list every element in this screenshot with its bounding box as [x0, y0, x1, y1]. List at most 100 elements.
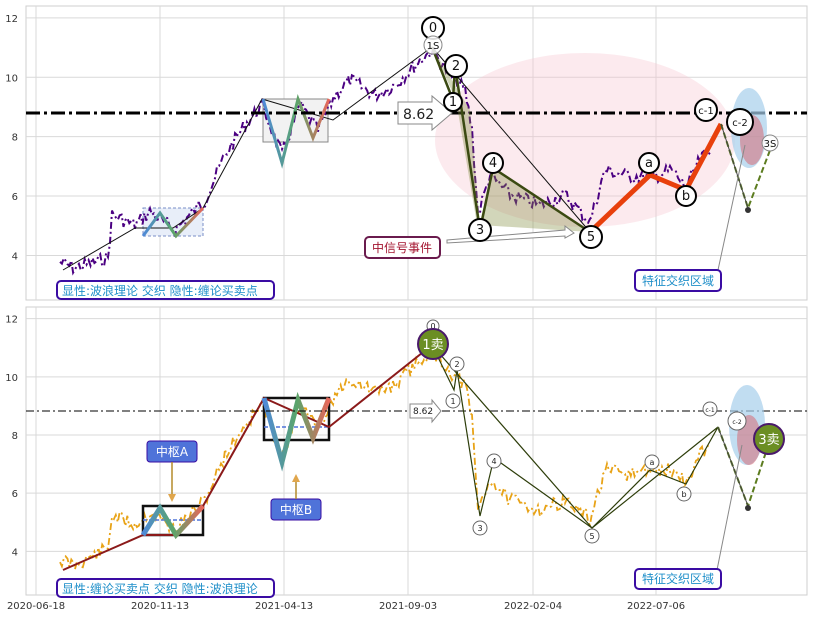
bottom-pivot-b-text: 中枢B [280, 502, 312, 517]
bottom-wave-label-b: b [676, 486, 692, 502]
bottom-level-arrow [409, 398, 442, 424]
top-level-arrow [397, 94, 453, 132]
bottom-wave-label-ring [472, 520, 488, 536]
top-wave-label-ring [638, 152, 660, 174]
bottom-sell-badge-3: 3卖 [753, 423, 785, 455]
top-zone-pointer [717, 144, 746, 271]
bottom-panel: 4 6 8 10 12 8.62 0 2 1 3 4 5 a b c-1 c-2 1卖 [5, 306, 808, 612]
top-wave-label-3: 3 [468, 218, 492, 242]
bottom-wave-label-5: 5 [584, 528, 600, 544]
bottom-zigzag-b [261, 391, 332, 472]
top-wave-label-ring [761, 134, 779, 152]
top-wave-labels: 0 1S 2 1 3 4 5 a b c-1 c-2 3S [421, 16, 779, 249]
bottom-zone-pointer [716, 444, 743, 571]
top-level-label: 8.62 [403, 107, 434, 123]
y-tick-label: 10 [5, 73, 18, 84]
top-wave-diagonal [431, 46, 591, 233]
bottom-feature-zone-text: 特征交织区域 [642, 571, 714, 586]
x-tick-label: 2020-11-13 [131, 601, 189, 612]
x-tick-label: 2022-02-04 [504, 601, 562, 612]
top-wave-label-5: 5 [579, 225, 603, 249]
top-feature-zone-text: 特征交织区域 [642, 273, 714, 288]
x-tick-label: 2021-04-13 [255, 601, 313, 612]
top-y-ticks: 4 6 8 10 12 [5, 14, 18, 263]
top-wave-label-ring [468, 218, 492, 242]
top-wave-label-1S: 1S [423, 35, 443, 55]
top-wave-label-3S: 3S [761, 134, 779, 152]
top-wave-label-ring [443, 92, 463, 112]
top-panel: 4 6 8 10 12 8.62 0 1S 2 1 3 4 5 a b c-1 c-2 3S [5, 5, 808, 301]
top-wave-band [432, 47, 590, 232]
bottom-wave-label-ring [445, 393, 461, 409]
bottom-wave-label-text: 3 [477, 524, 482, 533]
top-wave-label-ring [726, 108, 754, 136]
bottom-pivot-a-label: 中枢A [146, 440, 198, 502]
top-wave-label-text: b [682, 189, 690, 204]
y-tick-label: 12 [5, 315, 18, 326]
bottom-wave-label-text: b [681, 490, 686, 499]
bottom-wave-label-2: 2 [449, 356, 465, 372]
bottom-wave-label-text: 2 [454, 360, 459, 369]
bottom-wave-label-ring [449, 356, 465, 372]
bottom-wave-label-ring [676, 486, 692, 502]
top-fan-end [745, 207, 751, 213]
x-tick-label: 2022-07-06 [627, 601, 685, 612]
bottom-zigzag-a [140, 503, 205, 540]
bottom-wave-label-ring [727, 411, 747, 431]
top-wave-label-text: 5 [587, 230, 595, 245]
bottom-wave-label-text: c-1 [705, 407, 714, 414]
bottom-wave-label-text: 5 [589, 532, 594, 541]
top-highlight-zone [435, 53, 735, 227]
y-tick-label: 4 [12, 251, 18, 262]
top-signal-event-text: 中信号事件 [372, 240, 432, 255]
bottom-y-ticks: 4 6 8 10 12 [5, 315, 18, 559]
bottom-wave-label-c-1: c-1 [702, 401, 718, 417]
bottom-wave-label-c-2: c-2 [727, 411, 747, 431]
top-wave-label-c-1: c-1 [694, 98, 718, 122]
bottom-wave-label-text: 1 [450, 397, 455, 406]
bottom-wave-label-text: a [650, 458, 655, 467]
top-wave-label-text: 0 [429, 21, 437, 36]
top-wave-label-ring [423, 35, 443, 55]
top-wave-label-text: a [645, 156, 653, 171]
top-price-line [59, 42, 711, 276]
bottom-wave-diagonal [431, 344, 593, 529]
top-wave-label-1: 1 [443, 92, 463, 112]
top-grid [26, 6, 807, 300]
y-tick-label: 12 [5, 14, 18, 25]
bottom-wave-label-1: 1 [445, 393, 461, 409]
top-abc-line [588, 122, 724, 234]
top-wave-label-ring [444, 54, 468, 78]
top-zigzag-b [261, 94, 331, 169]
bottom-sell-3-text: 3卖 [758, 433, 779, 448]
top-caption-box: 显性:波浪理论 交织 隐性:缠论买卖点 [56, 280, 275, 300]
top-wave-label-text: 1 [449, 95, 457, 110]
top-fan-center [720, 123, 749, 209]
y-tick-label: 8 [12, 431, 18, 442]
bottom-level-label: 8.62 [413, 407, 433, 417]
bottom-wave-label-4: 4 [486, 453, 502, 469]
bottom-wave-label-text: 4 [491, 457, 496, 466]
bottom-wave-labels: 0 2 1 3 4 5 a b c-1 c-2 [426, 319, 747, 544]
x-tick-label: 2020-06-18 [7, 601, 65, 612]
top-caption-text: 显性:波浪理论 交织 隐性:缠论买卖点 [62, 283, 258, 298]
top-wave-label-ring [579, 225, 603, 249]
top-wave-label-ring [482, 152, 504, 174]
top-wave-label-b: b [675, 185, 697, 207]
top-wave-label-text: c-2 [732, 118, 747, 129]
x-axis-ticks: 2020-06-18 2020-11-13 2021-04-13 2021-09-03… [7, 601, 685, 612]
bottom-wave-label-text: c-2 [732, 419, 741, 426]
bottom-fan-center [717, 426, 749, 507]
bottom-feature-zone-box: 特征交织区域 [634, 568, 722, 590]
x-tick-label: 2021-09-03 [379, 601, 437, 612]
bottom-sell-badge-1: 1卖 [417, 328, 449, 360]
top-wave-label-4: 4 [482, 152, 504, 174]
top-wave-label-c-2: c-2 [726, 108, 754, 136]
top-wave-label-a: a [638, 152, 660, 174]
bottom-sell-1-text: 1卖 [422, 338, 443, 353]
bottom-caption-box: 显性:缠论买卖点 交织 隐性:波浪理论 [56, 578, 275, 598]
bottom-wave-label-a: a [644, 454, 660, 470]
top-wave-label-text: 4 [489, 156, 497, 171]
top-wave-line [430, 46, 591, 234]
top-signal-event-box: 中信号事件 [364, 236, 441, 259]
